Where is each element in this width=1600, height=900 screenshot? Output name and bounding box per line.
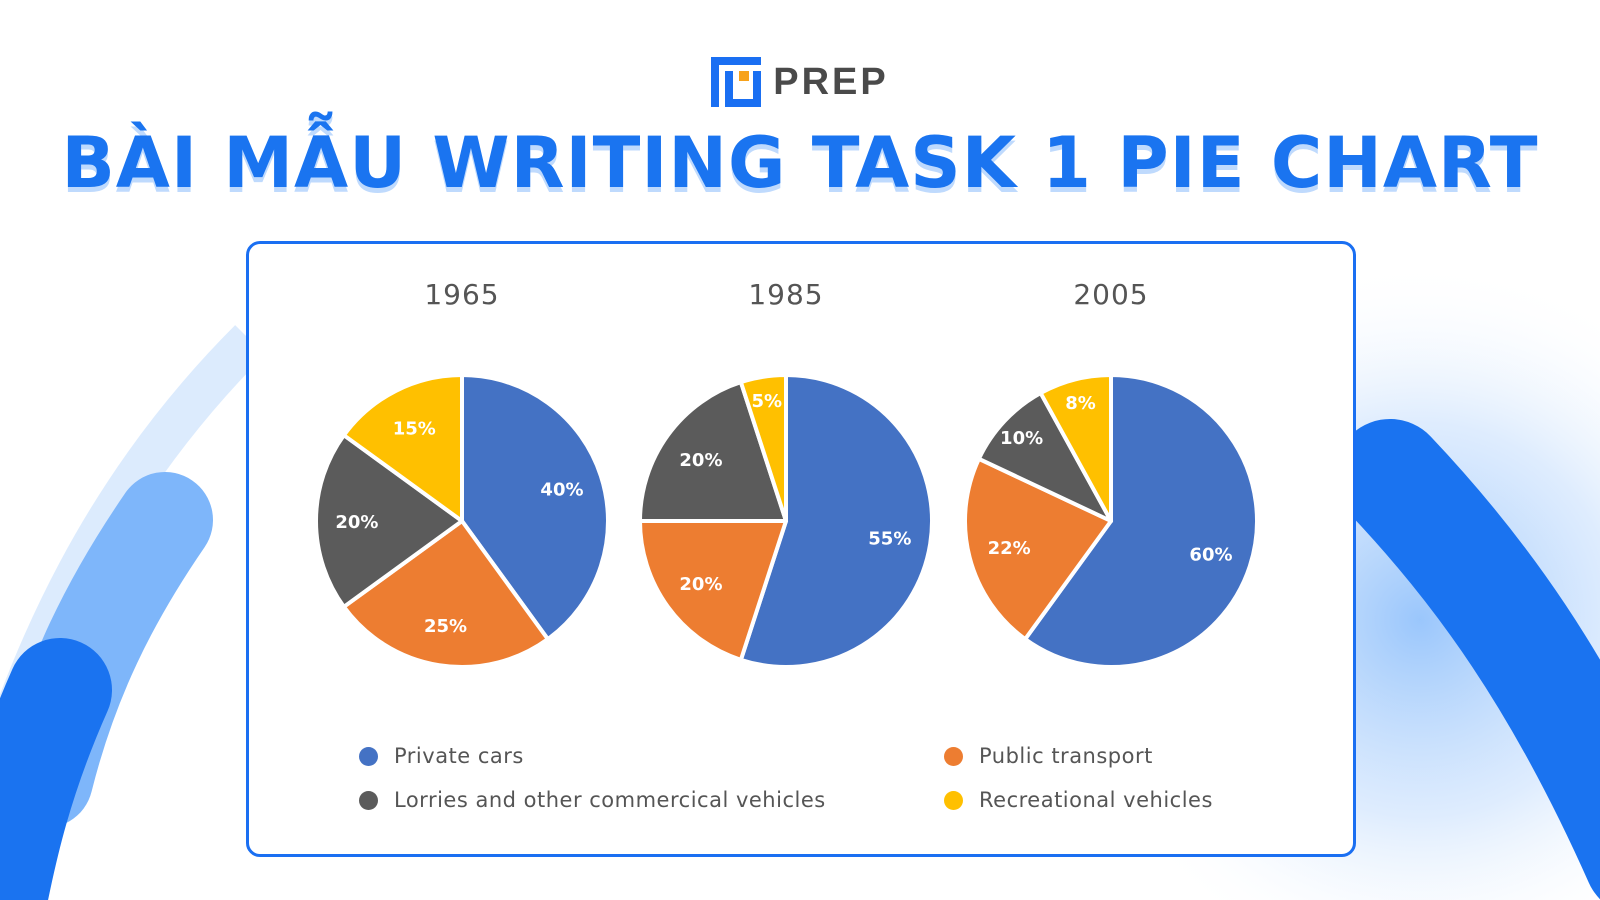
slice-label: 15% xyxy=(393,418,436,439)
pie-slice xyxy=(314,433,464,609)
chart-legend: Private cars Public transport Lorries and … xyxy=(359,744,1259,834)
pie-slice xyxy=(1023,373,1259,669)
brand-logo: PREP xyxy=(0,56,1600,108)
pie-1985: 1985 55% 20% 20% 5% xyxy=(638,278,934,669)
legend-item: Lorries and other commercical vehicles xyxy=(359,788,826,812)
pie-slice xyxy=(1038,373,1113,523)
legend-item: Recreational vehicles xyxy=(944,788,1213,812)
legend-swatch xyxy=(359,790,378,810)
brand-name: PREP xyxy=(773,60,889,103)
pie-slice xyxy=(638,519,788,662)
slice-label: 8% xyxy=(1065,393,1096,414)
pie-title: 2005 xyxy=(1073,278,1148,311)
legend-label: Private cars xyxy=(394,744,524,768)
pie-slice xyxy=(341,519,550,669)
pie-title: 1985 xyxy=(748,278,823,311)
slice-label: 55% xyxy=(868,528,911,549)
pie-slice xyxy=(976,391,1113,523)
pie-slice xyxy=(460,373,610,642)
legend-swatch xyxy=(944,790,963,810)
chart-card: 1965 40% 25% 20% 15% 1985 55% 20% 20% 5% 2005 60% 22… xyxy=(246,241,1356,857)
pie-title: 1965 xyxy=(424,278,499,311)
pie-1965: 1965 40% 25% 20% 15% xyxy=(314,278,610,669)
page-title: BÀI MẪU WRITING TASK 1 PIE CHART xyxy=(61,122,1539,204)
pie-charts: 1965 40% 25% 20% 15% 1985 55% 20% 20% 5% 2005 60% 22… xyxy=(314,278,1259,669)
slice-label: 20% xyxy=(335,512,378,533)
slice-label: 40% xyxy=(540,480,583,501)
pie-2005: 2005 60% 22% 10% 8% xyxy=(963,278,1259,669)
slice-label: 20% xyxy=(679,574,722,595)
left-arc-dark xyxy=(0,638,112,900)
legend-swatch xyxy=(359,746,378,766)
slice-label: 20% xyxy=(679,450,722,471)
slice-label: 10% xyxy=(1000,428,1043,449)
legend-label: Recreational vehicles xyxy=(979,788,1213,812)
prep-logo-icon xyxy=(711,57,762,107)
legend-label: Public transport xyxy=(979,744,1153,768)
legend-item: Private cars xyxy=(359,744,524,768)
slice-label: 5% xyxy=(752,391,783,412)
pie-slice xyxy=(638,380,788,523)
right-arc-dark xyxy=(1334,419,1600,900)
slice-label: 25% xyxy=(424,616,467,637)
pie-slice xyxy=(738,373,788,523)
legend-swatch xyxy=(944,746,963,766)
pie-slice xyxy=(341,373,464,523)
slice-label: 22% xyxy=(988,538,1031,559)
legend-item: Public transport xyxy=(944,744,1153,768)
slice-label: 60% xyxy=(1189,544,1232,565)
legend-label: Lorries and other commercical vehicles xyxy=(394,788,826,812)
pie-slice xyxy=(738,373,934,669)
